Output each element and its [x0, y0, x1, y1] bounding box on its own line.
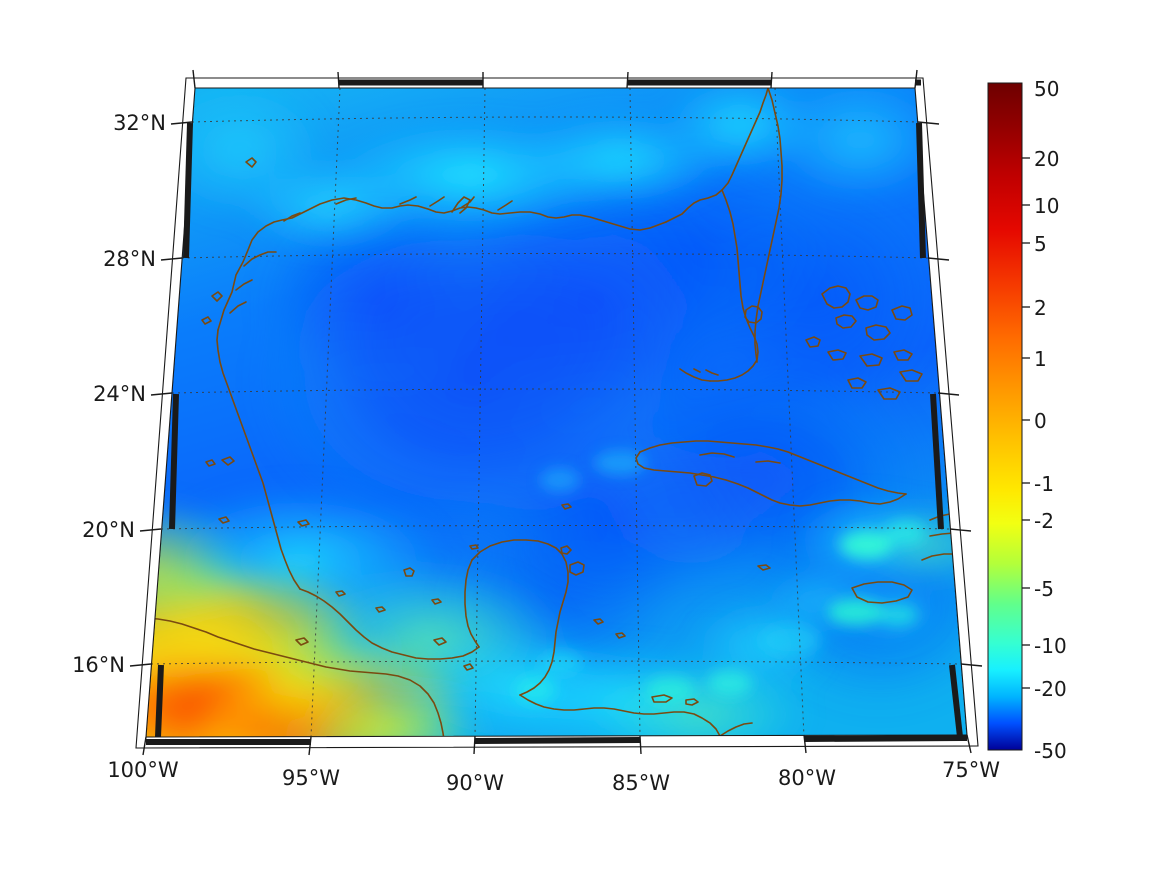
lat-tick-label: 20°N [82, 518, 135, 542]
colorbar-tick-label: 0 [1034, 409, 1047, 433]
map-data-field [146, 88, 967, 737]
colorbar-tick-label: 2 [1034, 296, 1047, 320]
lon-tick-label: 95°W [282, 766, 340, 790]
coastlines [146, 88, 967, 737]
latitude-tick-labels: 32°N 28°N 24°N 20°N 16°N [72, 111, 166, 677]
colorbar-tick-label: -1 [1034, 472, 1054, 496]
colorbar-tick-label: 20 [1034, 147, 1059, 171]
colorbar-tick-label: -5 [1034, 577, 1054, 601]
lat-tick-label: 24°N [93, 382, 146, 406]
colorbar-tick-label: -2 [1034, 509, 1054, 533]
colorbar[interactable]: 50 20 10 5 2 1 0 -1 -2 -5 -10 -20 -50 [987, 77, 1067, 763]
map-frame [129, 69, 983, 756]
lon-tick-label: 80°W [778, 766, 836, 790]
colorbar-tick-label: 10 [1034, 194, 1059, 218]
lat-tick-label: 32°N [113, 111, 166, 135]
longitude-tick-labels: 100°W 95°W 90°W 85°W 80°W 75°W [107, 758, 1000, 795]
colorbar-tick-label: -10 [1034, 634, 1067, 658]
lon-tick-label: 100°W [107, 758, 179, 782]
colorbar-tick-label: 1 [1034, 347, 1047, 371]
colorbar-tick-label: -20 [1034, 677, 1067, 701]
lon-tick-label: 85°W [612, 771, 670, 795]
colorbar-gradient [987, 82, 1023, 751]
lon-tick-label: 90°W [446, 771, 504, 795]
lat-tick-label: 16°N [72, 653, 125, 677]
colorbar-ticks [1022, 157, 1030, 689]
colorbar-tick-label: 50 [1034, 77, 1059, 101]
colorbar-tick-label: -50 [1034, 739, 1067, 763]
lon-tick-label: 75°W [942, 758, 1000, 782]
lat-tick-label: 28°N [103, 247, 156, 271]
colorbar-tick-label: 5 [1034, 232, 1047, 256]
colorbar-tick-labels: 50 20 10 5 2 1 0 -1 -2 -5 -10 -20 -50 [1034, 77, 1067, 763]
